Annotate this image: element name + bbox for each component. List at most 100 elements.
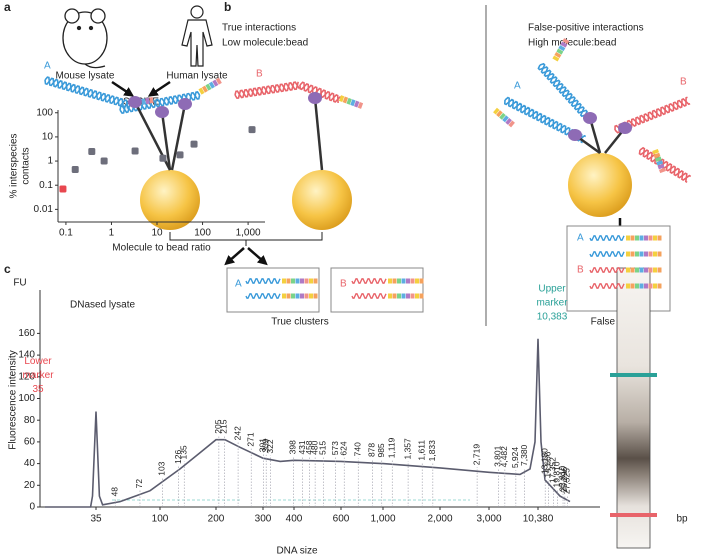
bead — [568, 153, 632, 217]
cluster-label: B — [577, 265, 584, 276]
marker-label: marker — [536, 297, 568, 308]
barcode-unit — [635, 267, 639, 273]
y-tick-label: 10 — [42, 132, 54, 143]
strand-label: B — [256, 69, 263, 80]
barcode-unit — [309, 293, 313, 299]
barcode-unit — [626, 235, 630, 241]
barcode-unit — [626, 251, 630, 257]
condition-title: True interactions — [222, 23, 296, 34]
barcode-unit — [313, 278, 318, 284]
barcode-unit — [282, 293, 286, 299]
barcode-unit — [212, 79, 219, 87]
y-tick-label: 160 — [18, 328, 35, 339]
barcode-unit — [392, 293, 397, 299]
cluster-label: A — [577, 233, 584, 244]
barcode — [338, 95, 364, 109]
y-tick-label: 80 — [24, 415, 36, 426]
barcode-unit — [304, 293, 309, 299]
barcode-unit — [635, 235, 639, 241]
gel-lane — [616, 267, 651, 549]
x-unit: bp — [676, 514, 688, 525]
barcode-unit — [626, 283, 630, 289]
crosslinker — [568, 129, 582, 141]
barcode-unit — [419, 293, 424, 299]
barcode-unit — [657, 235, 662, 241]
point — [248, 126, 256, 134]
peak-label: 1,357 — [402, 438, 412, 460]
arrow — [224, 247, 245, 266]
marker-size: 35 — [32, 384, 44, 395]
barcode-unit — [496, 110, 503, 118]
y-tick-label: 140 — [18, 350, 35, 361]
peak-label: 72 — [134, 479, 144, 489]
barcode-unit — [648, 251, 653, 257]
linker — [313, 97, 324, 171]
cluster-label: B — [340, 279, 347, 290]
cluster-strand — [245, 293, 281, 299]
strand-label: A — [514, 81, 521, 92]
y-axis-label: Fluorescence intensity — [8, 350, 19, 450]
peak-label: 1,833 — [427, 440, 437, 462]
barcode-unit — [286, 293, 291, 299]
dna-strand — [539, 62, 593, 121]
x-tick-label: 100 — [152, 514, 169, 525]
x-tick-label: 10,380 — [523, 514, 554, 525]
barcode-unit — [304, 278, 309, 284]
gel-band-upper — [610, 373, 657, 377]
cluster-label: A — [235, 279, 242, 290]
arrow — [147, 80, 171, 97]
barcode-unit — [388, 278, 392, 284]
barcode-unit — [300, 293, 304, 299]
peak-label: 2,719 — [471, 444, 481, 466]
cluster-strand — [245, 278, 281, 284]
source-label: Human lysate — [166, 71, 228, 82]
bead — [292, 170, 352, 230]
peak-label: 398 — [288, 440, 298, 454]
barcode-unit — [309, 278, 313, 284]
peak-label: 458 — [304, 440, 314, 454]
barcode-unit — [508, 120, 515, 128]
barcode-unit — [295, 293, 300, 299]
source-label: Mouse lysate — [56, 71, 115, 82]
peak-label: 7,380 — [519, 444, 529, 466]
point — [159, 154, 167, 162]
barcode-unit — [419, 278, 424, 284]
dna-strand — [44, 76, 130, 110]
barcode-unit — [208, 81, 215, 89]
barcode-unit — [282, 278, 286, 284]
barcode-unit — [648, 235, 653, 241]
barcode-unit — [653, 235, 657, 241]
peak-label: 573 — [330, 441, 340, 455]
gel-band-lower — [610, 513, 657, 517]
barcode-unit — [657, 283, 662, 289]
trace — [45, 338, 571, 508]
barcode-unit — [653, 251, 657, 257]
barcode-unit — [397, 278, 401, 284]
barcode — [552, 38, 570, 62]
barcode-unit — [215, 77, 222, 85]
peak-label: 1,611 — [416, 440, 426, 461]
barcode-unit — [630, 283, 635, 289]
barcode-unit — [141, 98, 146, 105]
cluster-strand — [589, 251, 625, 257]
x-tick-label: 600 — [333, 514, 350, 525]
crosslinker — [155, 106, 169, 118]
peak-label: 740 — [352, 442, 362, 456]
marker-label: marker — [22, 370, 54, 381]
barcode — [493, 107, 515, 128]
strand-label: B — [680, 77, 687, 88]
barcode-unit — [653, 267, 657, 273]
peak-label: 126 — [173, 449, 183, 463]
x-axis-label: Molecule to bead ratio — [112, 243, 211, 254]
x-tick-label: 400 — [286, 514, 303, 525]
peak-label: 309 — [260, 438, 270, 452]
x-tick-label: 10 — [151, 228, 163, 239]
barcode-unit — [505, 117, 512, 125]
barcode-unit — [286, 278, 291, 284]
peak-label: 4,482 — [499, 446, 509, 468]
point — [190, 140, 198, 148]
barcode-unit — [644, 283, 648, 289]
barcode-unit — [657, 267, 662, 273]
x-tick-label: 35 — [90, 514, 102, 525]
barcode-unit — [630, 251, 635, 257]
